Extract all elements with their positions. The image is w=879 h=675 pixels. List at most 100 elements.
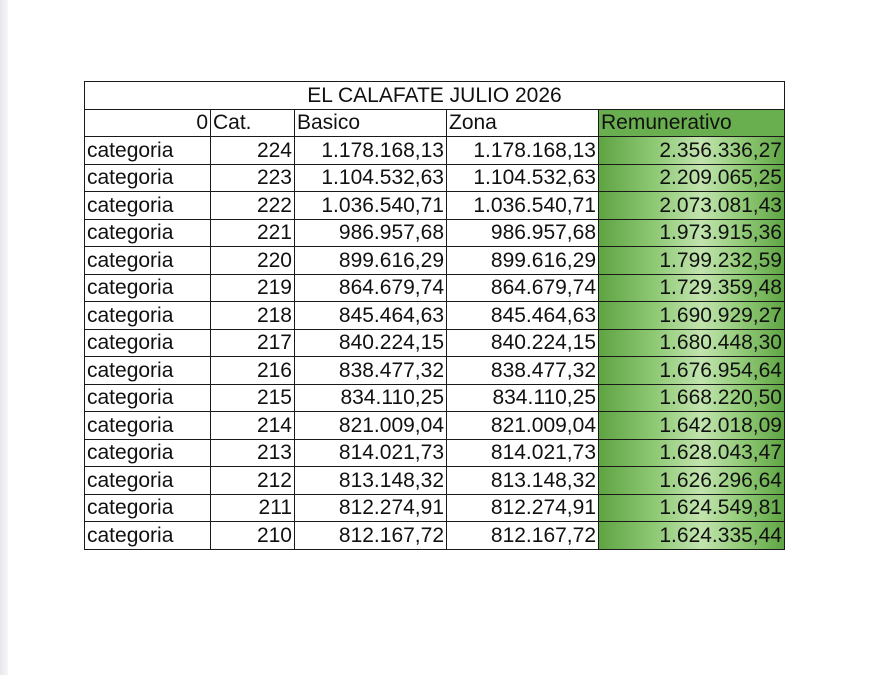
category-number: 212 xyxy=(210,466,295,495)
table-row: categoria 219 864.679,74 864.679,74 1.72… xyxy=(84,273,785,302)
zona-value: 812.274,91 xyxy=(446,493,599,522)
basico-value: 838.477,32 xyxy=(294,356,447,385)
zona-value: 1.036.540,71 xyxy=(446,191,599,220)
page-edge-shadow xyxy=(0,0,8,675)
table-row: categoria 214 821.009,04 821.009,04 1.64… xyxy=(84,411,785,440)
basico-value: 899.616,29 xyxy=(294,246,447,275)
table-row: categoria 222 1.036.540,71 1.036.540,71 … xyxy=(84,191,785,220)
category-label: categoria xyxy=(84,246,211,275)
category-label: categoria xyxy=(84,493,211,522)
header-basico: Basico xyxy=(294,108,447,137)
remunerativo-value: 1.680.448,30 xyxy=(598,328,785,357)
header-cat: Cat. xyxy=(210,108,295,137)
remunerativo-value: 1.626.296,64 xyxy=(598,466,785,495)
remunerativo-value: 1.624.335,44 xyxy=(598,521,785,550)
category-number: 214 xyxy=(210,411,295,440)
remunerativo-value: 1.624.549,81 xyxy=(598,493,785,522)
table-row: categoria 224 1.178.168,13 1.178.168,13 … xyxy=(84,136,785,165)
table-row: categoria 215 834.110,25 834.110,25 1.66… xyxy=(84,383,785,412)
table-row: categoria 218 845.464,63 845.464,63 1.69… xyxy=(84,301,785,330)
table-body: EL CALAFATE JULIO 2026 0 Cat. Basico Zon… xyxy=(84,81,785,550)
basico-value: 986.957,68 xyxy=(294,218,447,247)
remunerativo-value: 2.356.336,27 xyxy=(598,136,785,165)
salary-table: EL CALAFATE JULIO 2026 0 Cat. Basico Zon… xyxy=(84,81,785,550)
category-number: 215 xyxy=(210,383,295,412)
category-label: categoria xyxy=(84,191,211,220)
category-label: categoria xyxy=(84,328,211,357)
zona-value: 845.464,63 xyxy=(446,301,599,330)
zona-value: 864.679,74 xyxy=(446,273,599,302)
zona-value: 899.616,29 xyxy=(446,246,599,275)
zona-value: 814.021,73 xyxy=(446,438,599,467)
header-zero: 0 xyxy=(84,108,211,137)
category-number: 213 xyxy=(210,438,295,467)
remunerativo-value: 1.973.915,36 xyxy=(598,218,785,247)
category-label: categoria xyxy=(84,218,211,247)
category-number: 223 xyxy=(210,163,295,192)
zona-value: 813.148,32 xyxy=(446,466,599,495)
table-row: categoria 221 986.957,68 986.957,68 1.97… xyxy=(84,218,785,247)
category-label: categoria xyxy=(84,136,211,165)
category-number: 210 xyxy=(210,521,295,550)
category-label: categoria xyxy=(84,356,211,385)
remunerativo-value: 1.642.018,09 xyxy=(598,411,785,440)
category-number: 218 xyxy=(210,301,295,330)
basico-value: 1.178.168,13 xyxy=(294,136,447,165)
basico-value: 813.148,32 xyxy=(294,466,447,495)
category-number: 221 xyxy=(210,218,295,247)
category-number: 217 xyxy=(210,328,295,357)
basico-value: 821.009,04 xyxy=(294,411,447,440)
remunerativo-value: 1.729.359,48 xyxy=(598,273,785,302)
remunerativo-value: 1.799.232,59 xyxy=(598,246,785,275)
zona-value: 1.178.168,13 xyxy=(446,136,599,165)
title-row: EL CALAFATE JULIO 2026 xyxy=(84,81,785,110)
zona-value: 1.104.532,63 xyxy=(446,163,599,192)
category-number: 211 xyxy=(210,493,295,522)
table-title: EL CALAFATE JULIO 2026 xyxy=(84,81,785,110)
basico-value: 814.021,73 xyxy=(294,438,447,467)
zona-value: 812.167,72 xyxy=(446,521,599,550)
basico-value: 845.464,63 xyxy=(294,301,447,330)
table-row: categoria 216 838.477,32 838.477,32 1.67… xyxy=(84,356,785,385)
basico-value: 834.110,25 xyxy=(294,383,447,412)
remunerativo-value: 2.073.081,43 xyxy=(598,191,785,220)
header-remunerativo: Remunerativo xyxy=(598,108,785,137)
table-row: categoria 220 899.616,29 899.616,29 1.79… xyxy=(84,246,785,275)
zona-value: 838.477,32 xyxy=(446,356,599,385)
basico-value: 812.274,91 xyxy=(294,493,447,522)
category-label: categoria xyxy=(84,521,211,550)
remunerativo-value: 1.628.043,47 xyxy=(598,438,785,467)
zona-value: 834.110,25 xyxy=(446,383,599,412)
remunerativo-value: 1.690.929,27 xyxy=(598,301,785,330)
header-zona: Zona xyxy=(446,108,599,137)
category-label: categoria xyxy=(84,383,211,412)
category-label: categoria xyxy=(84,411,211,440)
category-label: categoria xyxy=(84,438,211,467)
table-row: categoria 223 1.104.532,63 1.104.532,63 … xyxy=(84,163,785,192)
category-label: categoria xyxy=(84,301,211,330)
category-label: categoria xyxy=(84,466,211,495)
table-row: categoria 211 812.274,91 812.274,91 1.62… xyxy=(84,493,785,522)
table-row: categoria 217 840.224,15 840.224,15 1.68… xyxy=(84,328,785,357)
category-number: 216 xyxy=(210,356,295,385)
category-label: categoria xyxy=(84,273,211,302)
table-row: categoria 213 814.021,73 814.021,73 1.62… xyxy=(84,438,785,467)
basico-value: 812.167,72 xyxy=(294,521,447,550)
zona-value: 840.224,15 xyxy=(446,328,599,357)
remunerativo-value: 2.209.065,25 xyxy=(598,163,785,192)
basico-value: 1.036.540,71 xyxy=(294,191,447,220)
category-number: 222 xyxy=(210,191,295,220)
remunerativo-value: 1.676.954,64 xyxy=(598,356,785,385)
remunerativo-value: 1.668.220,50 xyxy=(598,383,785,412)
zona-value: 986.957,68 xyxy=(446,218,599,247)
table-row: categoria 210 812.167,72 812.167,72 1.62… xyxy=(84,521,785,550)
category-label: categoria xyxy=(84,163,211,192)
header-row: 0 Cat. Basico Zona Remunerativo xyxy=(84,108,785,137)
table-row: categoria 212 813.148,32 813.148,32 1.62… xyxy=(84,466,785,495)
zona-value: 821.009,04 xyxy=(446,411,599,440)
category-number: 219 xyxy=(210,273,295,302)
basico-value: 864.679,74 xyxy=(294,273,447,302)
basico-value: 840.224,15 xyxy=(294,328,447,357)
category-number: 224 xyxy=(210,136,295,165)
basico-value: 1.104.532,63 xyxy=(294,163,447,192)
